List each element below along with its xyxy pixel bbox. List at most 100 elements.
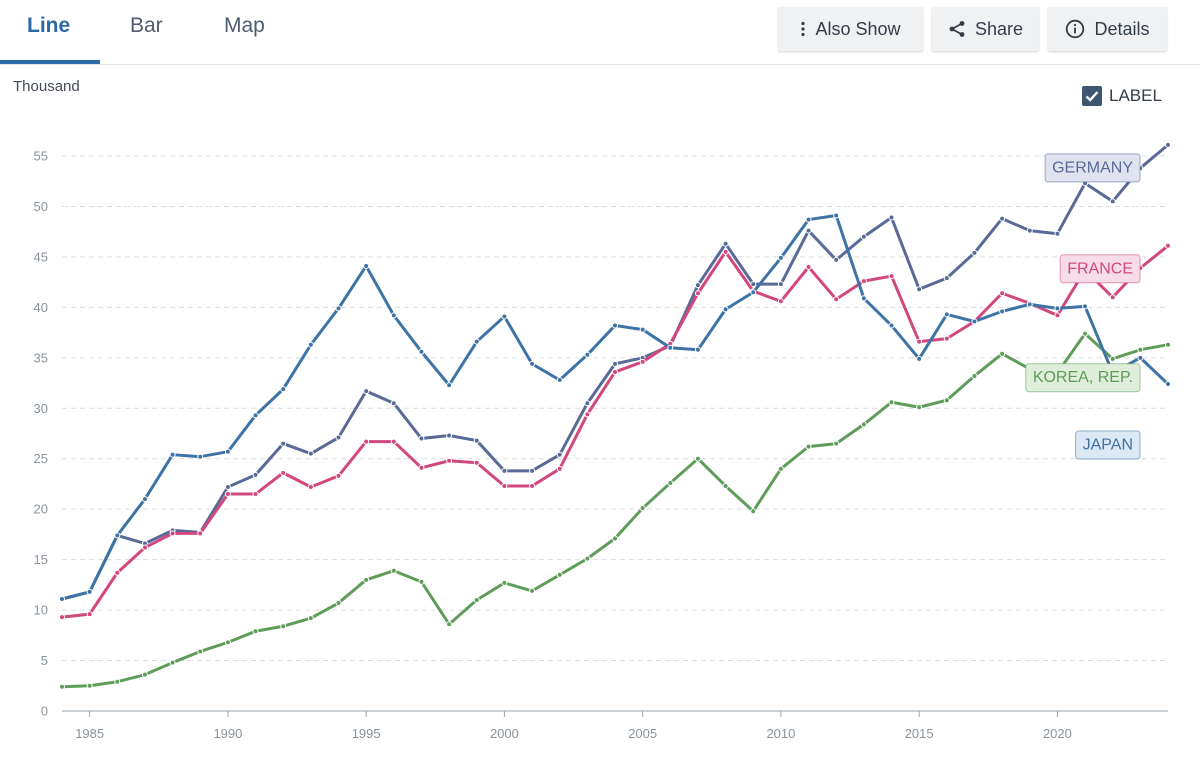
data-point	[418, 348, 425, 355]
series-label-text: GERMANY	[1052, 159, 1133, 176]
data-point	[280, 386, 287, 393]
info-circle-icon	[1065, 19, 1085, 39]
data-point	[612, 368, 618, 375]
data-point	[1054, 312, 1061, 319]
data-point	[1109, 294, 1116, 301]
label-toggle[interactable]: LABEL	[1082, 86, 1162, 106]
y-tick-label: 10	[34, 603, 48, 618]
data-point	[418, 578, 425, 585]
data-point	[999, 350, 1006, 357]
y-tick-label: 50	[34, 199, 48, 214]
data-point	[224, 491, 231, 498]
tab-map[interactable]: Map	[224, 14, 265, 37]
data-point	[888, 273, 895, 280]
y-tick-label: 35	[34, 350, 48, 365]
series-france	[59, 242, 1171, 621]
data-point	[169, 451, 176, 458]
share-label: Share	[974, 18, 1024, 39]
data-point	[943, 397, 950, 404]
data-point	[1082, 330, 1089, 337]
data-point	[1165, 141, 1171, 148]
data-point	[1165, 341, 1171, 348]
data-point	[418, 435, 425, 442]
data-point	[639, 358, 646, 365]
data-point	[667, 479, 674, 486]
data-point	[59, 614, 65, 621]
data-point	[446, 621, 453, 628]
data-point	[59, 683, 65, 690]
data-point	[1026, 227, 1033, 234]
data-point	[446, 432, 453, 439]
label-checkbox[interactable]	[1082, 86, 1102, 106]
y-tick-label: 55	[34, 149, 48, 164]
data-point	[307, 341, 314, 348]
grid-lines	[62, 155, 1168, 662]
data-point	[750, 508, 757, 515]
data-point	[639, 505, 646, 512]
top-bar: Line Bar Map Also Show Share Details	[0, 0, 1200, 65]
data-point	[888, 214, 895, 221]
data-point	[390, 312, 397, 319]
tab-bar[interactable]: Bar	[130, 14, 163, 37]
data-point	[556, 377, 563, 384]
series-label-text: JAPAN	[1083, 437, 1133, 454]
data-point	[114, 678, 121, 685]
also-show-button[interactable]: Also Show	[778, 7, 923, 51]
share-button[interactable]: Share	[932, 7, 1039, 51]
x-tick-label: 2020	[1043, 726, 1072, 741]
data-point	[224, 448, 231, 455]
data-point	[529, 360, 536, 367]
data-point	[584, 555, 591, 562]
x-axis	[62, 710, 1168, 717]
data-point	[860, 278, 867, 285]
data-point	[169, 659, 176, 666]
data-point	[335, 434, 342, 441]
data-point	[363, 388, 370, 395]
data-point	[916, 404, 923, 411]
data-point	[999, 215, 1006, 222]
data-point	[888, 399, 895, 406]
series-germany	[59, 141, 1171, 602]
data-point	[224, 639, 231, 646]
details-label: Details	[1094, 18, 1150, 39]
series-japan	[59, 212, 1171, 602]
data-point	[1026, 301, 1033, 308]
data-point	[1165, 381, 1171, 388]
series-lines	[59, 141, 1171, 690]
label-toggle-text: LABEL	[1109, 86, 1162, 105]
data-point	[141, 496, 148, 503]
data-point	[999, 290, 1006, 297]
data-point	[805, 227, 812, 234]
series-korea-rep	[59, 330, 1171, 690]
data-point	[86, 611, 93, 618]
series-labels: GERMANY FRANCE KOREA, REP. JAPAN	[1025, 153, 1141, 460]
data-point	[833, 212, 840, 219]
data-point	[529, 482, 536, 489]
x-axis-tick-labels: 1985 1990 1995 2000 2005 2010 2015 2020	[75, 726, 1072, 741]
data-point	[1109, 355, 1116, 362]
data-point	[307, 483, 314, 490]
tab-line[interactable]: Line	[27, 14, 71, 37]
data-point	[777, 298, 784, 305]
y-axis-tick-labels: 0 5 10 15 20 25 30 35 40 45 50 55	[34, 149, 48, 719]
y-tick-label: 45	[34, 249, 48, 264]
data-point	[1137, 354, 1144, 361]
data-point	[473, 338, 480, 345]
data-point	[307, 615, 314, 622]
data-point	[833, 256, 840, 263]
checkmark-icon	[1085, 91, 1099, 102]
data-point	[169, 530, 176, 537]
data-point	[280, 440, 287, 447]
data-point	[1165, 242, 1171, 249]
data-point	[86, 588, 93, 595]
data-point	[943, 335, 950, 342]
series-label-box	[1044, 153, 1141, 183]
data-point	[943, 275, 950, 282]
data-point	[777, 254, 784, 261]
data-point	[860, 421, 867, 428]
details-button[interactable]: Details	[1048, 7, 1167, 51]
data-point	[860, 233, 867, 240]
data-point	[805, 216, 812, 223]
y-axis-unit-label: Thousand	[13, 78, 80, 95]
